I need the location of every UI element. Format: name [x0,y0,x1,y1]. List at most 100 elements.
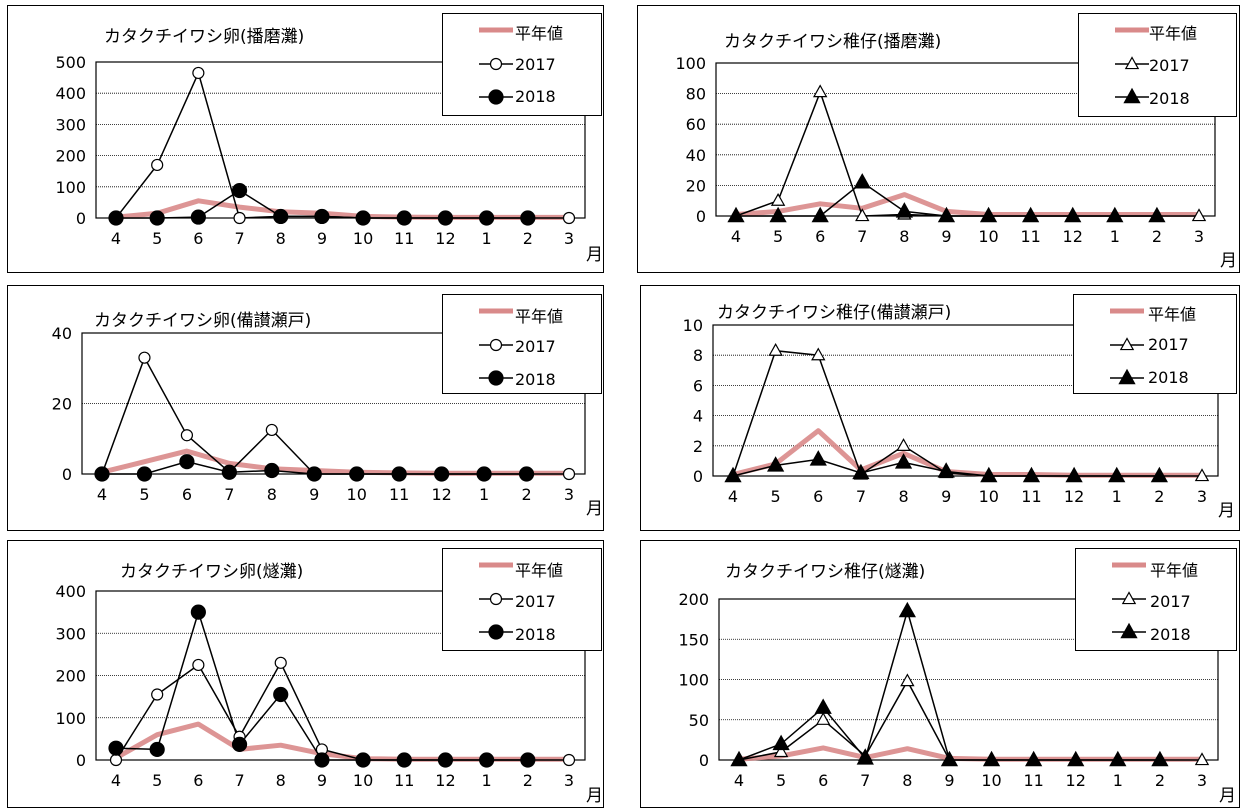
y-tick-label: 2 [693,437,703,456]
data-point-2018 [894,453,913,469]
data-point-2017 [109,753,123,767]
legend-label-2017: 2017 [1150,592,1191,611]
data-point-2018 [811,206,829,223]
legend-label-average: 平年値 [515,24,564,43]
x-tick-label: 8 [902,771,912,790]
x-tick-label: 10 [979,487,999,506]
series-line-average [113,198,572,220]
data-point-2018 [1025,750,1043,767]
data-point-2018 [1022,206,1040,223]
data-point-2017 [274,656,287,669]
data-point-2018 [1148,206,1166,223]
legend-marker-2018 [488,370,504,386]
data-point-2017 [138,351,151,364]
data-point-2018 [221,464,237,480]
x-tick-label: 6 [193,771,203,790]
y-tick-label: 4 [693,407,703,426]
legend-label-2018: 2018 [1148,368,1189,387]
legend-swatches [1115,27,1149,104]
x-unit-label: 月 [586,245,603,265]
y-tick-label: 100 [55,709,86,728]
y-tick-label: 40 [52,324,72,343]
legend-marker-2017 [1119,337,1135,351]
x-tick-label: 1 [1112,487,1122,506]
data-point-2018 [108,210,124,226]
x-unit-label: 月 [1220,251,1237,271]
x-tick-label: 6 [815,227,825,246]
chart-legend: 平年値 2017 2018 [442,294,602,394]
x-tick-label: 1 [479,485,489,504]
y-tick-label: 80 [686,85,706,104]
y-tick-label: 20 [686,176,706,195]
data-point-2017 [1194,752,1210,766]
y-tick-label: 60 [686,115,706,134]
x-tick-label: 3 [1197,771,1207,790]
y-tick-label: 0 [696,207,706,226]
x-tick-label: 4 [734,771,744,790]
x-tick-label: 1 [482,229,492,248]
data-point-2018 [980,466,998,483]
x-tick-label: 1 [1113,771,1123,790]
x-tick-label: 4 [97,485,107,504]
data-point-2017 [768,342,783,356]
x-tick-label: 5 [152,229,162,248]
data-point-2018 [190,604,206,620]
legend-marker-2017 [489,592,503,606]
data-point-2018 [231,736,248,752]
chart-panel-egg-bisan: カタクチイワシ卵(備讃瀬戸) 0 20 40 4 5 6 7 8 9 10 11 12 1 2 3 平年値 … [7,285,604,531]
data-point-2017 [1191,208,1207,222]
x-tick-label: 4 [111,771,121,790]
x-tick-label: 6 [813,487,823,506]
plot-frame [712,324,1219,477]
x-unit-label: 月 [1219,786,1236,806]
legend-label-average: 平年値 [515,561,564,580]
legend-label-2018: 2018 [515,370,556,389]
y-tick-label: 20 [52,395,72,414]
x-tick-label: 4 [111,229,121,248]
x-tick-label: 11 [1023,771,1043,790]
data-point-2018 [136,466,153,482]
x-unit-label: 月 [586,499,603,519]
x-tick-label: 5 [771,487,781,506]
legend-swatches [1110,308,1144,385]
x-tick-label: 6 [818,771,828,790]
data-point-2017 [812,84,828,98]
legend-label-average: 平年値 [515,307,564,326]
data-point-2018 [273,686,289,703]
x-tick-label: 8 [276,229,286,248]
data-point-2017 [151,688,164,701]
data-point-2018 [149,741,165,758]
x-tick-label: 7 [234,771,244,790]
legend-label-2017: 2017 [515,55,556,74]
y-tick-label: 200 [55,667,86,686]
x-tick-label: 8 [267,485,277,504]
data-point-2018 [937,462,955,478]
legend-swatches [479,562,513,640]
x-tick-label: 8 [899,227,909,246]
x-tick-label: 10 [978,227,998,246]
x-tick-label: 9 [317,229,327,248]
y-tick-label: 10 [683,316,703,335]
legend-label-average: 平年値 [1149,24,1198,43]
data-point-2018 [355,210,371,226]
data-point-2018 [149,210,165,226]
x-tick-label: 2 [521,485,531,504]
x-tick-label: 9 [941,227,951,246]
x-tick-label: 7 [857,227,867,246]
data-point-2018 [1106,206,1124,223]
x-tick-label: 2 [1154,487,1164,506]
data-point-2018 [772,734,790,751]
y-tick-label: 100 [675,54,706,73]
data-point-2018 [314,208,330,225]
y-tick-label: 200 [678,590,709,609]
chart-panel-larva-harima: カタクチイワシ稚仔(播磨灘) 0 20 40 60 80 100 4 5 6 7 8 9 10 11 12 1… [637,5,1240,273]
y-tick-label: 150 [678,630,709,649]
x-tick-label: 4 [731,227,741,246]
data-point-2018 [856,749,874,765]
legend-label-2017: 2017 [515,337,556,356]
chart-legend: 平年値 2017 2018 [442,13,602,116]
data-point-2017 [773,744,789,758]
y-tick-label: 0 [62,465,72,484]
chart-panel-egg-hiuchi: カタクチイワシ卵(燧灘) 0 100 200 300 400 4 5 6 7 8 9 10 11 12 1 2… [7,540,604,808]
